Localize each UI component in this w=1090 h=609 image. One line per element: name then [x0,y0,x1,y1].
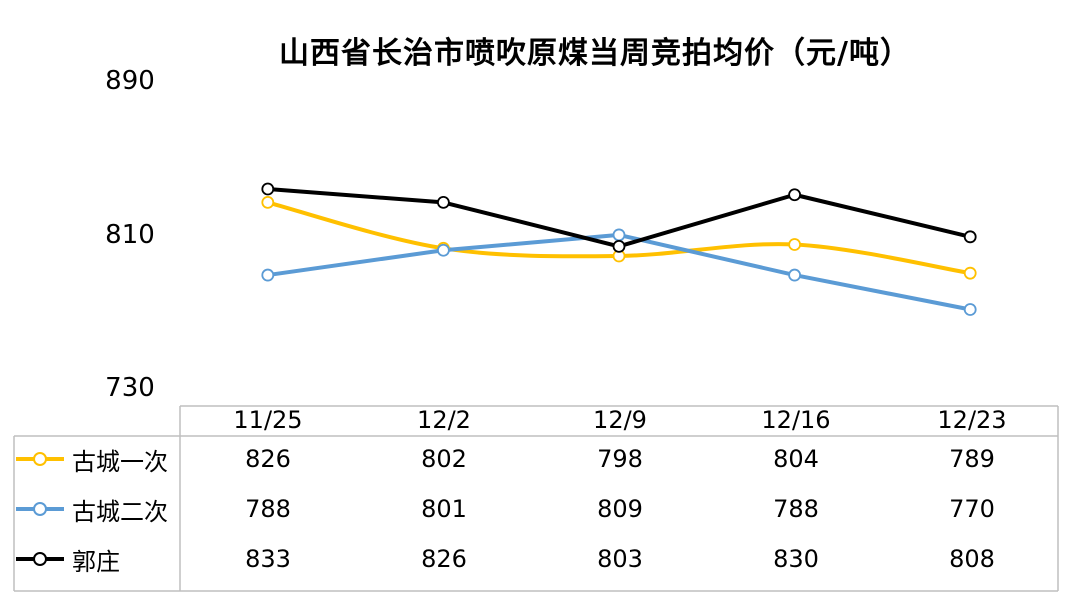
legend-line-marker-icon [16,452,64,466]
data-label: 788 [773,495,819,523]
legend-label: 古城一次 [72,447,168,476]
legend-line-marker-icon [16,552,64,566]
data-point [436,195,450,209]
legend-entry: 古城二次 [14,484,180,534]
data-point [788,238,801,251]
data-label: 809 [597,495,643,523]
data-label: 788 [245,495,291,523]
data-point [963,303,977,316]
data-point [963,230,977,244]
y-tick-label: 730 [105,373,155,403]
x-tick-label: 12/2 [417,406,471,434]
x-tick-label: 12/9 [593,406,647,434]
data-table: 11/25 12/2 12/9 12/16 12/23 古城一次 826 802… [14,406,1060,584]
data-label: 803 [597,545,643,573]
data-point [436,243,450,257]
legend-line-marker-icon [16,502,64,516]
data-point [261,182,275,196]
data-point [788,268,801,282]
legend-entry: 古城一次 [14,434,180,484]
table-header-row: 11/25 12/2 12/9 12/16 12/23 [14,406,1060,434]
data-point [788,188,801,202]
data-label: 804 [773,445,819,473]
chart-title: 山西省长治市喷吹原煤当周竞拍均价（元/吨） [279,36,911,71]
data-point [612,239,626,253]
data-label: 830 [773,545,819,573]
x-tick-label: 11/25 [233,406,303,434]
table-row: 古城一次 826 802 798 804 789 [14,434,1060,484]
data-label: 833 [245,545,291,573]
data-point [963,266,977,280]
data-point [261,268,275,282]
x-tick-label: 12/16 [761,406,831,434]
data-label: 826 [245,445,291,473]
data-label: 826 [421,545,467,573]
y-tick-label: 810 [105,220,155,250]
data-label: 789 [949,445,995,473]
table-row: 郭庄 833 826 803 830 808 [14,534,1060,584]
data-point [612,228,626,242]
data-label: 802 [421,445,467,473]
legend-label: 郭庄 [72,547,120,576]
data-label: 801 [421,495,467,523]
table-corner [14,406,180,434]
data-label: 770 [949,495,995,523]
data-point [261,195,275,209]
table-row: 古城二次 788 801 809 788 770 [14,484,1060,534]
legend-label: 古城二次 [72,497,168,526]
data-label: 808 [949,545,995,573]
y-tick-label: 890 [105,66,155,96]
x-tick-label: 12/23 [937,406,1007,434]
data-label: 798 [597,445,643,473]
legend-entry: 郭庄 [14,534,180,584]
